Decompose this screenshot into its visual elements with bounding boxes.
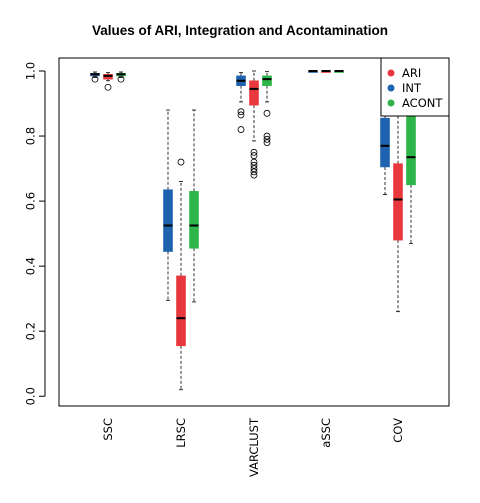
outlier-point: [263, 139, 271, 146]
legend-entry-acont: ACONT: [387, 96, 443, 110]
box-body: [393, 163, 403, 241]
box-ari-lrsc: [176, 158, 186, 391]
box-acont-assc: [334, 70, 344, 73]
outlier-point: [250, 165, 258, 172]
x-tick-label: COV: [391, 418, 405, 443]
outlier-point: [91, 75, 99, 83]
legend-label: ACONT: [402, 96, 443, 110]
legend-swatch: [387, 69, 395, 77]
legend-entry-ari: ARI: [387, 66, 421, 80]
y-tick-label: 1.0: [24, 62, 38, 80]
legend-swatch: [387, 84, 395, 92]
box-body: [380, 117, 390, 168]
legend-box: [380, 57, 450, 117]
y-tick-label: 0.6: [24, 192, 38, 210]
box-body: [262, 75, 272, 86]
outlier-point: [250, 158, 258, 166]
outlier-point: [237, 111, 245, 119]
outlier-point: [104, 83, 112, 91]
y-tick-label: 0.8: [24, 127, 38, 145]
outlier-point: [250, 161, 258, 169]
box-body: [189, 191, 199, 249]
box-ari-varclust: [249, 70, 259, 179]
outlier-point: [250, 148, 258, 156]
outlier-point: [177, 158, 185, 166]
plot-frame: [58, 57, 450, 407]
series-acont: [116, 70, 416, 303]
box-ari-assc: [321, 70, 331, 73]
box-body: [249, 80, 259, 106]
outlier-point: [237, 126, 245, 133]
legend-label: INT: [402, 81, 422, 95]
x-axis: SSC LRSC VARCLUST aSSC COV: [101, 417, 405, 477]
box-acont-lrsc: [189, 109, 199, 303]
outlier-point: [237, 108, 245, 116]
box-series-group: [90, 70, 416, 391]
x-tick-label: SSC: [101, 418, 115, 441]
outlier-point: [250, 152, 258, 159]
legend-swatch: [387, 99, 395, 107]
outlier-point: [263, 135, 271, 143]
box-body: [176, 275, 186, 347]
box-acont-varclust: [262, 71, 272, 146]
outlier-point: [117, 75, 125, 83]
box-int-ssc: [90, 71, 100, 83]
box-int-lrsc: [163, 109, 173, 301]
series-int: [90, 70, 390, 301]
y-tick-label: 0.2: [24, 322, 38, 340]
box-int-assc: [308, 70, 318, 73]
x-tick-label: VARCLUST: [247, 417, 261, 477]
y-tick-label: 0.4: [24, 257, 38, 275]
chart-title: Values of ARI, Integration and Acontamin…: [92, 23, 388, 38]
box-body: [406, 112, 416, 186]
y-axis: 0.0 0.2 0.4 0.6 0.8 1.0: [24, 62, 46, 405]
box-body: [163, 189, 173, 252]
x-tick-label: LRSC: [174, 418, 188, 448]
series-ari: [103, 70, 403, 391]
outlier-point: [250, 171, 258, 179]
legend-label: ARI: [402, 66, 421, 80]
box-acont-ssc: [116, 71, 126, 83]
y-tick-label: 0.0: [24, 387, 38, 405]
outlier-point: [250, 168, 258, 176]
box-int-varclust: [236, 72, 246, 133]
outlier-point: [263, 109, 271, 117]
legend-entry-int: INT: [387, 81, 422, 95]
x-tick-label: aSSC: [319, 418, 333, 448]
outlier-point: [263, 132, 271, 140]
box-ari-ssc: [103, 72, 113, 91]
